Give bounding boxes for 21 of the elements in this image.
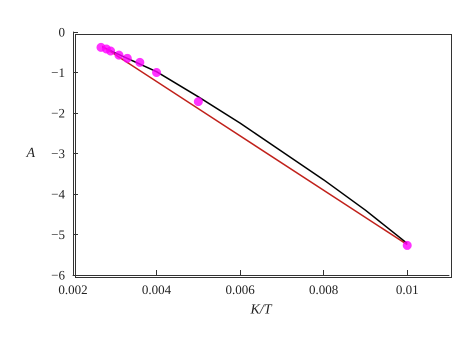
- point: [135, 58, 144, 67]
- point: [152, 68, 162, 77]
- y-axis-title: A: [25, 146, 36, 161]
- point: [122, 54, 132, 63]
- point: [194, 97, 203, 106]
- point: [106, 46, 116, 56]
- y-tick-label: −6: [51, 268, 66, 282]
- y-tick-label: −5: [51, 227, 65, 242]
- y-tick-label: −4: [51, 186, 66, 202]
- y-tick-label: −2: [51, 106, 65, 120]
- y-tick-label: −3: [51, 146, 65, 161]
- x-tick-label: 0.002: [58, 282, 88, 297]
- x-tick-label: 0.01: [396, 282, 419, 297]
- x-tick-label: 0.008: [309, 282, 338, 297]
- y-tick-label: −1: [51, 65, 65, 80]
- x-tick-label: 0.004: [142, 282, 172, 297]
- y-tick-label: 0: [58, 24, 65, 40]
- point: [114, 50, 124, 60]
- x-axis-title: K/T: [249, 302, 273, 318]
- x-tick-label: 0.006: [225, 282, 256, 297]
- point: [402, 240, 412, 250]
